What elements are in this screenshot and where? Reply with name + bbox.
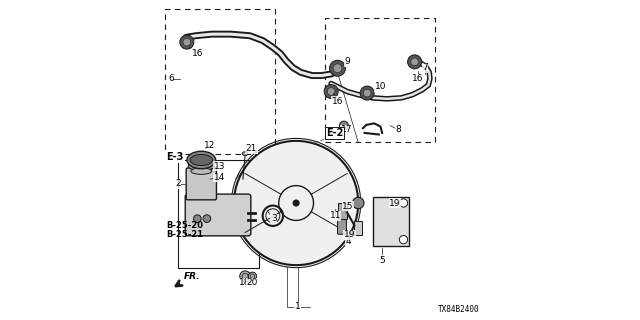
- Ellipse shape: [243, 152, 248, 156]
- Text: E-3: E-3: [166, 152, 184, 162]
- Text: 13: 13: [214, 162, 225, 171]
- Circle shape: [248, 272, 257, 280]
- Text: 19: 19: [389, 198, 401, 207]
- Circle shape: [293, 200, 300, 206]
- Circle shape: [399, 236, 408, 244]
- Text: 9: 9: [344, 57, 350, 66]
- FancyBboxPatch shape: [185, 194, 251, 236]
- Text: 2: 2: [175, 180, 181, 188]
- Circle shape: [399, 199, 408, 207]
- Text: 11: 11: [330, 211, 341, 220]
- Circle shape: [324, 84, 338, 99]
- Text: 15: 15: [342, 202, 354, 211]
- Text: 10: 10: [375, 82, 387, 91]
- Text: B-25-21: B-25-21: [166, 230, 204, 239]
- Text: 17: 17: [340, 125, 352, 134]
- Text: 19: 19: [344, 230, 355, 239]
- Circle shape: [364, 89, 371, 97]
- Ellipse shape: [191, 168, 212, 174]
- Text: 21: 21: [246, 144, 257, 153]
- Text: 18: 18: [239, 278, 251, 287]
- Text: E-2: E-2: [326, 128, 343, 138]
- Text: 14: 14: [214, 173, 225, 182]
- Ellipse shape: [190, 155, 212, 165]
- FancyBboxPatch shape: [186, 168, 216, 200]
- Text: 3: 3: [271, 214, 276, 223]
- Circle shape: [193, 215, 201, 222]
- Bar: [372, 197, 409, 246]
- Bar: [178, 160, 259, 268]
- Text: 16: 16: [412, 74, 424, 83]
- Circle shape: [353, 197, 364, 209]
- Ellipse shape: [188, 162, 214, 170]
- Text: 8: 8: [395, 125, 401, 134]
- Text: B-25-20: B-25-20: [166, 221, 204, 230]
- Text: 16: 16: [332, 97, 343, 106]
- Bar: [324, 18, 435, 142]
- Text: FR.: FR.: [184, 272, 200, 281]
- Circle shape: [360, 86, 374, 100]
- Text: 12: 12: [204, 141, 216, 150]
- Text: 5: 5: [380, 256, 385, 265]
- Text: 20: 20: [247, 278, 258, 287]
- Circle shape: [339, 121, 348, 130]
- Bar: [355, 220, 362, 235]
- Text: 7: 7: [422, 63, 428, 72]
- Circle shape: [180, 35, 194, 49]
- Circle shape: [203, 215, 211, 222]
- Text: 4: 4: [346, 237, 351, 246]
- Text: TX84B2400: TX84B2400: [438, 305, 479, 314]
- Circle shape: [183, 38, 191, 46]
- Circle shape: [330, 60, 346, 76]
- Circle shape: [408, 55, 422, 69]
- Text: 1: 1: [295, 302, 301, 311]
- Bar: [166, 9, 275, 154]
- Circle shape: [327, 88, 335, 95]
- Circle shape: [333, 64, 342, 73]
- FancyBboxPatch shape: [337, 220, 346, 234]
- Bar: [337, 203, 347, 219]
- Circle shape: [234, 141, 358, 265]
- Circle shape: [240, 271, 250, 282]
- Circle shape: [411, 58, 419, 66]
- Ellipse shape: [187, 151, 216, 169]
- Text: 16: 16: [191, 49, 203, 58]
- Text: 6: 6: [168, 74, 174, 83]
